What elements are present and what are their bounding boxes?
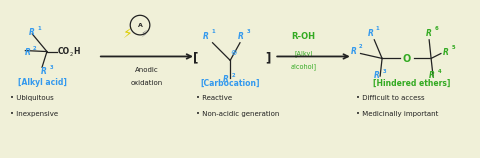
Text: R: R	[223, 75, 229, 84]
Text: H: H	[73, 47, 79, 56]
Text: 3: 3	[246, 29, 250, 34]
Text: [Carbocation]: [Carbocation]	[201, 78, 260, 87]
Text: 3: 3	[383, 69, 386, 74]
Text: [Alkyl: [Alkyl	[295, 50, 313, 57]
Text: [: [	[193, 52, 199, 65]
Text: 2: 2	[232, 73, 235, 78]
Text: 1: 1	[211, 29, 215, 34]
Text: alcohol]: alcohol]	[291, 63, 317, 70]
Text: ]: ]	[265, 52, 270, 65]
Text: 1: 1	[37, 25, 41, 30]
Text: R: R	[429, 71, 435, 80]
Text: R: R	[41, 67, 47, 76]
Text: [Hindered ethers]: [Hindered ethers]	[373, 78, 450, 87]
Text: • Non-acidic generation: • Non-acidic generation	[196, 111, 279, 117]
Text: R: R	[374, 71, 380, 80]
Text: ⚡: ⚡	[122, 27, 132, 41]
Text: R: R	[367, 29, 373, 38]
Text: • Reactive: • Reactive	[196, 95, 232, 101]
Text: 4: 4	[437, 69, 441, 74]
Text: 3: 3	[49, 65, 53, 70]
Text: ⊕: ⊕	[230, 48, 236, 57]
Text: R: R	[443, 48, 449, 57]
Text: 1: 1	[376, 27, 380, 31]
Text: R-OH: R-OH	[292, 32, 316, 41]
Text: R: R	[203, 32, 209, 41]
Text: A: A	[138, 23, 143, 28]
Text: [Alkyl acid]: [Alkyl acid]	[18, 78, 66, 87]
Text: • Medicinally important: • Medicinally important	[356, 111, 438, 117]
Text: oxidation: oxidation	[131, 80, 163, 86]
Text: ⚡: ⚡	[141, 29, 147, 39]
Text: R: R	[238, 32, 244, 41]
Text: • Difficult to access: • Difficult to access	[356, 95, 424, 101]
Text: R: R	[29, 28, 35, 37]
Text: • Ubiquitous: • Ubiquitous	[10, 95, 53, 101]
Text: R: R	[351, 46, 357, 55]
Text: CO: CO	[58, 47, 70, 56]
Text: 2: 2	[359, 44, 363, 49]
Text: 2: 2	[33, 46, 36, 51]
Text: 6: 6	[434, 27, 438, 31]
Text: O: O	[402, 54, 411, 64]
Text: 5: 5	[451, 45, 455, 50]
Text: • Inexpensive: • Inexpensive	[10, 111, 58, 117]
Text: 2: 2	[70, 52, 73, 57]
Text: R: R	[426, 29, 432, 38]
Text: R: R	[24, 49, 30, 58]
Text: Anodic: Anodic	[135, 67, 159, 73]
